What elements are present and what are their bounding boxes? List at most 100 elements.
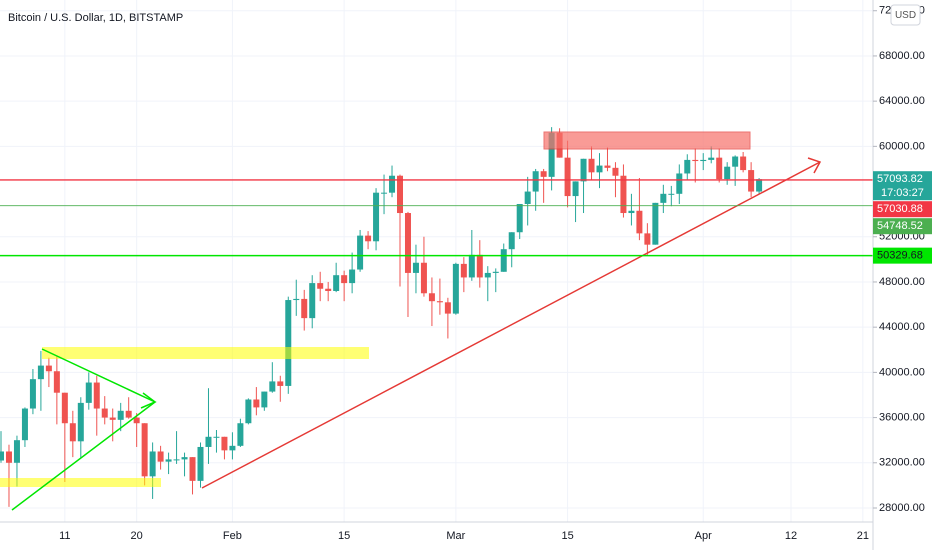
price-label: 50329.68 [877,250,923,262]
candle-body [524,191,531,204]
candle-body [229,445,236,451]
candle-body [213,436,220,438]
candle-body [53,371,60,393]
price-label-box [873,247,932,264]
candle-body [317,283,324,289]
y-tick-label: 36000.00 [879,411,925,423]
drawings [0,131,822,511]
candle-body [21,408,28,441]
candle-body [349,269,356,284]
y-tick-label: 28000.00 [879,502,925,514]
candle-body [460,263,467,278]
candle-body [676,173,683,194]
y-tick-label: 40000.00 [879,366,925,378]
candle-body [436,301,443,303]
candle-body [173,459,180,461]
y-tick-label: 64000.00 [879,95,925,107]
horizontal-lines [0,179,873,257]
chart-title: Bitcoin / U.S. Dollar, 1D, BITSTAMP [8,12,183,24]
candle-body [748,170,755,192]
time-axis: 11 20 Feb 15 Mar 15 Apr 12 21 [59,530,869,542]
candle-body [412,262,419,273]
candle-body [732,156,739,167]
x-tick-label: Feb [223,530,242,542]
candle-body [684,159,691,174]
candle-body [325,288,332,292]
candle-body [540,171,547,177]
candle-body [141,423,148,477]
y-tick-label: 60000.00 [879,140,925,152]
price-label-box [873,201,932,218]
candle-body [37,365,44,380]
price-labels: 57093.82 17:03:27 57030.88 54748.52 50329.68 [873,171,932,264]
candle-body [29,379,36,409]
candle-body [0,451,4,461]
candle-body [189,457,196,481]
candle-body [381,192,388,194]
trend-line [201,161,821,489]
candle-body [237,423,244,446]
grid [0,0,873,522]
candle-body [492,271,499,273]
last-price: 57093.82 [877,173,923,185]
candle-body [716,157,723,180]
x-tick-label: 11 [59,530,70,542]
candle-body [604,165,611,168]
highlight-zone [0,478,161,487]
candle-body [373,192,380,242]
y-tick-label: 48000.00 [879,276,925,288]
candle-body [428,293,435,302]
candle-body [245,399,252,424]
candle-body [85,382,92,403]
candle-body [253,399,260,408]
candle-body [724,166,731,180]
candle-body [620,175,627,214]
candle-body [564,157,571,197]
candle-body [404,213,411,273]
x-tick-label: 21 [857,530,869,542]
candle-body [476,254,483,278]
arrow-head [140,392,157,409]
candle-body [277,381,284,386]
candle-body [5,451,12,463]
candle-body [61,392,68,424]
candle-body [500,249,507,272]
candle-body [181,457,188,460]
price-label-box [873,218,932,235]
candle-body [468,254,475,278]
candle-body [293,298,300,301]
candle-body [157,451,164,462]
candle-body [644,233,651,245]
candle-body [109,417,116,420]
candle-body [149,451,156,477]
currency-badge[interactable] [890,4,921,26]
candles [0,127,763,507]
candle-body [357,235,364,270]
x-tick-label: Apr [695,530,712,542]
candle-body [588,158,595,173]
candle-body [636,210,643,234]
y-tick-label: 44000.00 [879,321,925,333]
candle-body [700,159,707,162]
candle-body [341,275,348,284]
candle-body [93,382,100,409]
price-axis: 28000.00 32000.00 36000.00 40000.00 44000.00… [873,5,925,514]
candle-body [692,159,699,162]
candle-body [532,171,539,192]
candle-body [45,365,52,372]
candle-body [197,446,204,481]
candle-body [13,440,20,463]
currency[interactable]: USD [895,10,916,21]
candle-body [117,410,124,420]
candle-body [612,167,619,176]
candle-body [397,175,403,214]
candle-body [285,300,292,386]
countdown: 17:03:27 [881,187,924,199]
x-tick-label: 20 [131,530,143,542]
x-tick-label: 15 [338,530,350,542]
candle-body [508,232,515,250]
candle-body [221,436,228,451]
candle-body [389,175,396,193]
candle-body [484,272,491,278]
candle-body [652,202,659,245]
